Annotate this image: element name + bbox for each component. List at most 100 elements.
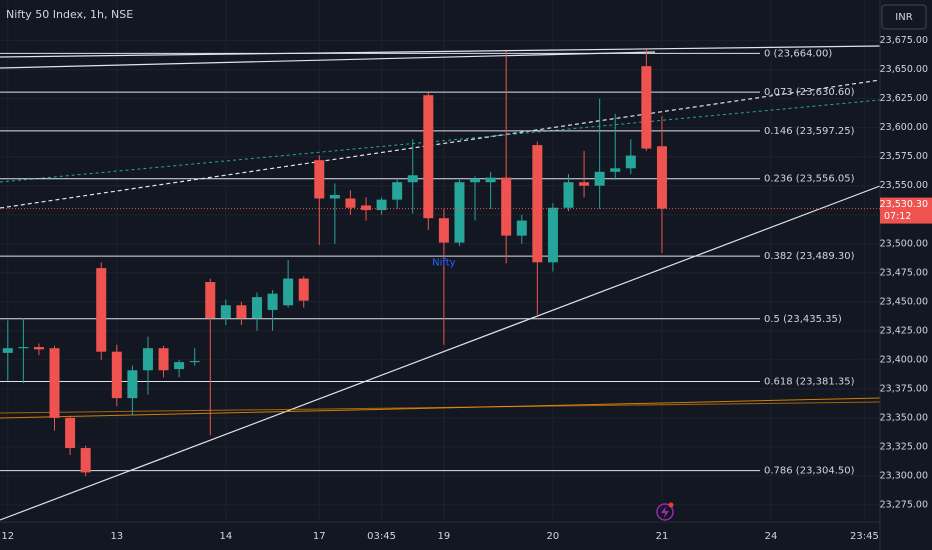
candle-body: [33, 347, 44, 350]
candle-body: [438, 218, 449, 243]
x-tick-label: 12: [1, 531, 14, 542]
candle-body: [96, 268, 107, 352]
candle-body: [532, 145, 543, 263]
y-tick-label: 23,275.00: [880, 499, 928, 510]
x-tick-label: 21: [656, 531, 669, 542]
fib-levels: 0 (23,664.00) 0.073 (23,630.60) 0.146 (23,…: [0, 48, 855, 477]
y-tick-label: 23,625.00: [880, 93, 928, 104]
candle-body: [423, 95, 434, 219]
candle-body: [283, 278, 294, 306]
chart-title: Nifty 50 Index, 1h, NSE: [6, 8, 133, 21]
y-tick-label: 23,650.00: [880, 64, 928, 75]
grid: [0, 0, 880, 520]
currency-label[interactable]: INR: [895, 12, 912, 23]
currency-button[interactable]: [881, 4, 927, 30]
candle-body: [174, 362, 185, 370]
alert-icon[interactable]: [656, 502, 674, 521]
x-tick-label: 14: [219, 531, 232, 542]
x-tick-label: 24: [765, 531, 778, 542]
fib-label: 0.786 (23,304.50): [764, 466, 855, 477]
x-tick-label: 17: [313, 531, 326, 542]
candle-body: [142, 348, 153, 371]
alert-icon-ring[interactable]: [656, 503, 674, 521]
candle-body: [392, 182, 403, 200]
y-tick-label: 23,600.00: [880, 122, 928, 133]
alert-icon-bolt[interactable]: [661, 506, 669, 518]
y-tick-label: 23,375.00: [880, 383, 928, 394]
candle-body: [267, 293, 278, 310]
candle-body: [18, 347, 29, 349]
candle-body: [205, 282, 216, 319]
fib-label: 0.618 (23,381.35): [764, 376, 855, 387]
candle-body: [80, 448, 91, 473]
annotation: Nifty: [432, 258, 456, 269]
candle-body: [625, 155, 636, 169]
y-tick-label: 23,425.00: [880, 325, 928, 336]
countdown-label: 07:12: [884, 211, 911, 222]
candle-body: [656, 146, 667, 209]
candle-body: [345, 198, 356, 208]
fib-label: 0.146 (23,597.25): [764, 126, 855, 137]
fib-label: 0.382 (23,489.30): [764, 251, 855, 262]
alert-icon-dot[interactable]: [668, 502, 674, 508]
trend-line: [0, 185, 881, 521]
candle-body: [65, 417, 76, 449]
candle-body: [158, 348, 169, 371]
y-tick-label: 23,400.00: [880, 354, 928, 365]
candle-body: [2, 348, 13, 353]
drawings: [0, 45, 881, 521]
candle-body: [594, 171, 605, 186]
x-tick-label: 23:45: [850, 531, 879, 542]
candle-body: [49, 348, 60, 418]
y-tick-label: 23,450.00: [880, 296, 928, 307]
trend-line: [0, 45, 881, 58]
candle-body: [501, 177, 512, 236]
candle-body: [454, 182, 465, 243]
fib-label: 0 (23,664.00): [764, 48, 832, 59]
trend-line-dashed: [0, 79, 881, 209]
candle-body: [127, 370, 138, 399]
x-tick-label: 03:45: [367, 531, 396, 542]
fib-label: 0.236 (23,556.05): [764, 174, 855, 185]
candle-body: [298, 278, 309, 301]
trend-line: [0, 51, 656, 69]
support-line: [0, 401, 881, 414]
y-tick-label: 23,675.00: [880, 35, 928, 46]
y-tick-label: 23,325.00: [880, 441, 928, 452]
y-tick-label: 23,300.00: [880, 470, 928, 481]
candle-body: [189, 360, 200, 363]
candle-body: [236, 305, 247, 319]
candle-body: [220, 305, 231, 319]
candle-body: [641, 66, 652, 149]
candle-body: [470, 178, 481, 183]
x-tick-label: 13: [110, 531, 123, 542]
candle-body: [329, 195, 340, 199]
candle-body: [251, 297, 262, 319]
candle-body: [563, 182, 574, 208]
candle-body: [376, 199, 387, 211]
y-tick-label: 23,575.00: [880, 151, 928, 162]
candle-body: [361, 205, 372, 211]
y-tick-label: 23,475.00: [880, 267, 928, 278]
y-tick-label: 23,350.00: [880, 412, 928, 423]
fib-label: 0.073 (23,630.60): [764, 87, 855, 98]
candle-body: [516, 220, 527, 236]
x-tick-label: 20: [547, 531, 560, 542]
candle-body: [485, 177, 496, 183]
candles: [2, 49, 667, 476]
candle-body: [547, 207, 558, 263]
x-tick-label: 19: [438, 531, 451, 542]
y-tick-label: 23,550.00: [880, 180, 928, 191]
price-axis: [880, 0, 932, 550]
candle-body: [407, 175, 418, 183]
y-tick-label: 23,500.00: [880, 238, 928, 249]
last-price-box: [880, 197, 932, 224]
fib-label: 0.5 (23,435.35): [764, 314, 842, 325]
candle-body: [610, 168, 621, 172]
last-price-label: 23,530.30: [880, 199, 928, 210]
candle-body: [579, 182, 590, 186]
candle-body: [314, 160, 325, 199]
